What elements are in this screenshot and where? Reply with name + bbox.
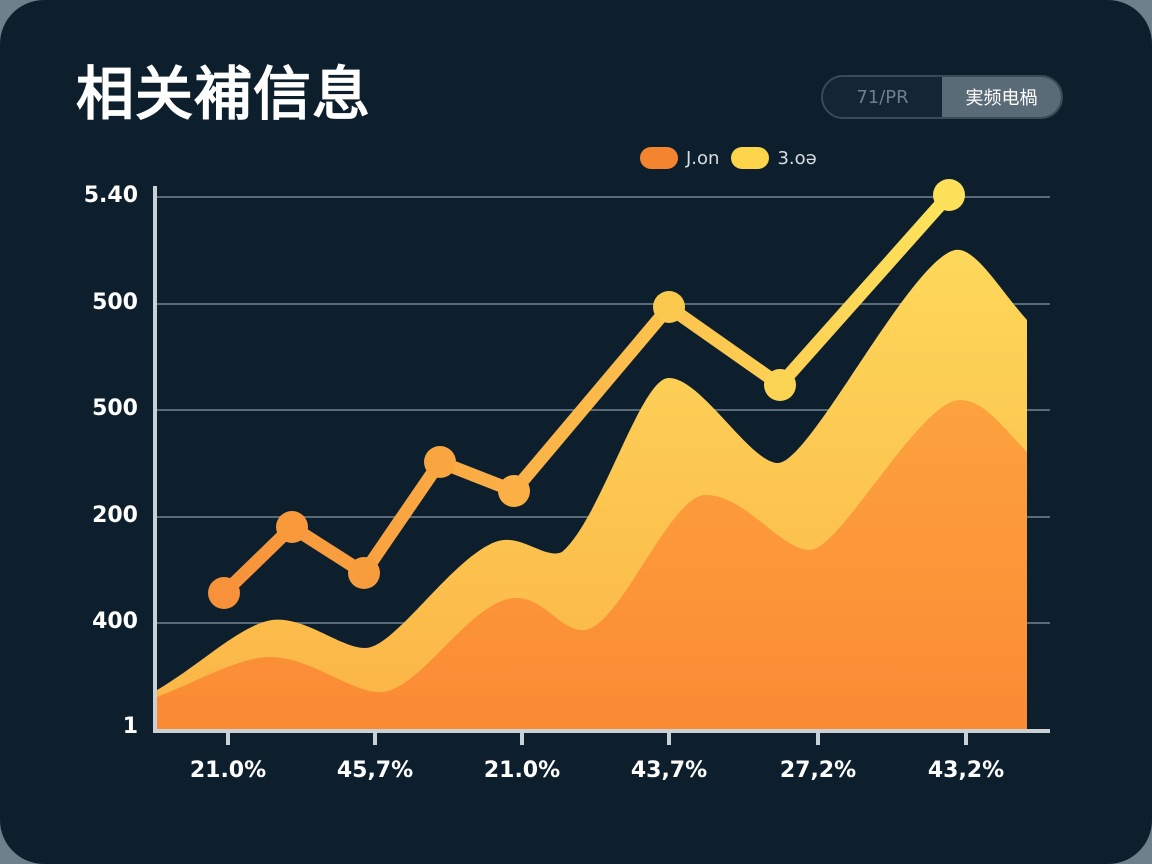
y-tick-label: 1: [122, 714, 138, 739]
y-tick-label: 500: [92, 396, 138, 421]
x-tick-label: 21.0%: [189, 758, 267, 783]
x-tick-label: 45,7%: [336, 758, 414, 783]
legend-swatch-orange-icon: [640, 147, 678, 169]
toggle-option-1[interactable]: 71/PR: [823, 77, 942, 117]
chart-legend: J.on 3.oə: [640, 147, 817, 169]
x-tick-label: 27,2%: [779, 758, 857, 783]
legend-label-1: J.on: [686, 147, 720, 169]
page-title: 相关補信息: [76, 60, 372, 128]
legend-item-2[interactable]: 3.oə: [731, 147, 817, 169]
y-tick-label: 5.40: [83, 183, 138, 208]
toggle-option-2-selected[interactable]: 実频电楇: [942, 77, 1061, 117]
x-tick-label: 43,7%: [630, 758, 708, 783]
y-tick-label: 500: [92, 290, 138, 315]
legend-label-2: 3.oə: [777, 147, 817, 169]
x-tick-label: 21.0%: [483, 758, 561, 783]
axes: [153, 186, 1050, 745]
area-lower: [157, 400, 1027, 730]
y-tick-label: 400: [92, 609, 138, 634]
x-tick-label: 43,2%: [927, 758, 1005, 783]
view-toggle[interactable]: 71/PR 実频电楇: [821, 75, 1063, 119]
series-markers: [208, 179, 965, 609]
legend-swatch-yellow-icon: [731, 147, 770, 169]
y-tick-label: 200: [92, 503, 138, 528]
legend-item-1[interactable]: J.on: [640, 147, 719, 169]
